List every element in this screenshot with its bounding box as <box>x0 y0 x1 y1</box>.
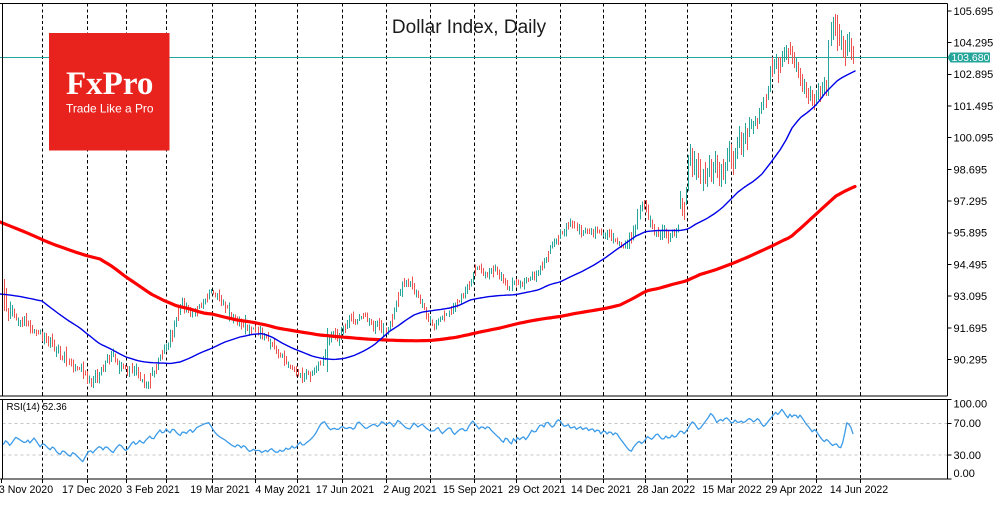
svg-text:100.095: 100.095 <box>954 133 994 145</box>
svg-text:15 Sep 2021: 15 Sep 2021 <box>443 484 503 496</box>
svg-text:14 Dec 2021: 14 Dec 2021 <box>571 484 631 496</box>
svg-text:97.295: 97.295 <box>954 196 988 208</box>
svg-text:104.295: 104.295 <box>954 38 994 50</box>
svg-text:91.695: 91.695 <box>954 323 988 335</box>
svg-text:93.095: 93.095 <box>954 291 988 303</box>
svg-text:3 Feb 2021: 3 Feb 2021 <box>126 484 180 496</box>
svg-text:105.695: 105.695 <box>954 6 994 18</box>
svg-text:14 Jun 2022: 14 Jun 2022 <box>830 484 888 496</box>
svg-text:29 Apr 2022: 29 Apr 2022 <box>765 484 822 496</box>
svg-text:Dollar Index, Daily: Dollar Index, Daily <box>392 17 547 38</box>
svg-text:17 Dec 2020: 17 Dec 2020 <box>62 484 122 496</box>
svg-text:19 Mar 2021: 19 Mar 2021 <box>190 484 250 496</box>
svg-text:101.495: 101.495 <box>954 101 994 113</box>
svg-text:30.00: 30.00 <box>954 450 982 462</box>
svg-text:28 Jan 2022: 28 Jan 2022 <box>637 484 695 496</box>
svg-text:4 May 2021: 4 May 2021 <box>255 484 310 496</box>
svg-text:90.295: 90.295 <box>954 355 988 367</box>
svg-text:103.680: 103.680 <box>952 52 990 64</box>
svg-text:70.00: 70.00 <box>954 418 982 430</box>
svg-text:FxPro: FxPro <box>66 66 153 102</box>
svg-text:100.00: 100.00 <box>954 398 988 410</box>
svg-text:15 Mar 2022: 15 Mar 2022 <box>702 484 762 496</box>
svg-text:3 Nov 2020: 3 Nov 2020 <box>0 484 53 496</box>
svg-text:98.695: 98.695 <box>954 164 988 176</box>
svg-text:Trade Like a Pro: Trade Like a Pro <box>66 102 154 116</box>
svg-text:17 Jun 2021: 17 Jun 2021 <box>316 484 374 496</box>
svg-text:0.00: 0.00 <box>954 468 975 480</box>
svg-text:29 Oct 2021: 29 Oct 2021 <box>508 484 566 496</box>
svg-text:95.895: 95.895 <box>954 228 988 240</box>
svg-text:RSI(14) 52.36: RSI(14) 52.36 <box>7 402 67 413</box>
svg-text:2 Aug 2021: 2 Aug 2021 <box>383 484 437 496</box>
svg-text:94.495: 94.495 <box>954 259 988 271</box>
svg-text:102.895: 102.895 <box>954 69 994 81</box>
